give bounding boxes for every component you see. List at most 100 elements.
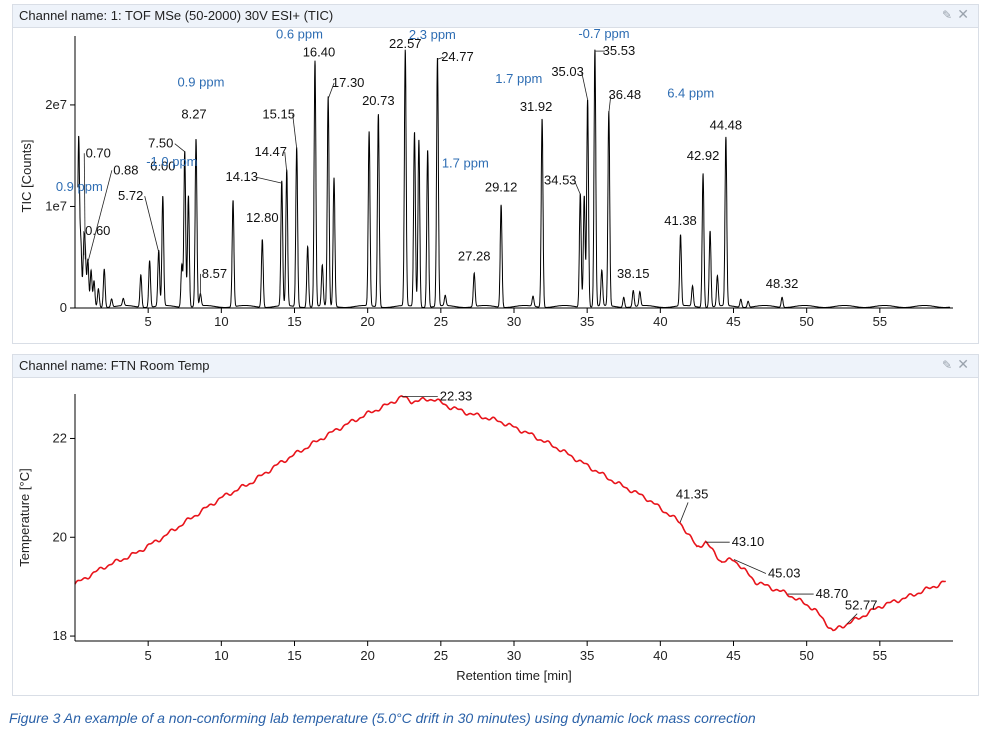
tic-peak-label: 42.92 bbox=[687, 148, 720, 163]
close-icon[interactable]: ✕ bbox=[957, 6, 969, 22]
tic-peak-label: 14.13 bbox=[225, 169, 258, 184]
temp-panel-title: Channel name: FTN Room Temp bbox=[19, 358, 210, 373]
tic-peak-label: 35.53 bbox=[603, 43, 636, 58]
temp-y-tick-label: 18 bbox=[53, 628, 67, 643]
tic-peak-label: 15.15 bbox=[262, 107, 295, 122]
tic-peak-label: 14.47 bbox=[254, 144, 287, 159]
tic-label-leader bbox=[608, 95, 612, 114]
temp-point-label: 48.70 bbox=[816, 586, 849, 601]
tic-x-tick-label: 20 bbox=[360, 314, 374, 329]
tic-y-tick-label: 1e7 bbox=[45, 198, 67, 213]
temp-panel: Channel name: FTN Room Temp ✎ ✕ bbox=[12, 354, 979, 696]
tic-label-leader bbox=[255, 176, 282, 184]
tic-label-leader bbox=[292, 114, 298, 149]
temp-x-tick-label: 35 bbox=[580, 648, 594, 663]
tic-ppm-annotation: 1.7 ppm bbox=[495, 71, 542, 86]
temp-point-label: 43.10 bbox=[732, 534, 765, 549]
temp-x-tick-label: 30 bbox=[507, 648, 521, 663]
temp-y-axis-label: Temperature [°C] bbox=[17, 468, 32, 566]
tic-ppm-annotation: 2.3 ppm bbox=[409, 27, 456, 42]
tic-ppm-annotation: -0.7 ppm bbox=[578, 26, 629, 41]
pin-icon[interactable]: ✎ bbox=[941, 8, 952, 22]
tic-x-tick-label: 15 bbox=[287, 314, 301, 329]
temp-y-tick-label: 22 bbox=[53, 430, 67, 445]
close-icon[interactable]: ✕ bbox=[957, 356, 969, 372]
tic-peak-label: 38.15 bbox=[617, 266, 650, 281]
temp-point-label: 22.33 bbox=[440, 388, 473, 403]
tic-label-leader bbox=[573, 180, 581, 195]
tic-peak-label: 35.03 bbox=[551, 64, 584, 79]
tic-x-tick-label: 45 bbox=[726, 314, 740, 329]
tic-peak-label: 48.32 bbox=[766, 276, 799, 291]
tic-label-leader bbox=[437, 56, 444, 60]
tic-peak-label: 0.88 bbox=[113, 162, 138, 177]
tic-x-tick-label: 30 bbox=[507, 314, 521, 329]
tic-peak-label: 34.53 bbox=[544, 172, 577, 187]
tic-peak-label: 17.30 bbox=[332, 75, 365, 90]
tic-x-tick-label: 35 bbox=[580, 314, 594, 329]
tic-peak-label: 12.80 bbox=[246, 210, 279, 225]
tic-peak-label: 5.72 bbox=[118, 188, 143, 203]
tic-peak-label: 8.27 bbox=[181, 106, 206, 121]
temp-x-tick-label: 5 bbox=[145, 648, 152, 663]
temp-x-tick-label: 45 bbox=[726, 648, 740, 663]
temp-panel-header: Channel name: FTN Room Temp ✎ ✕ bbox=[13, 355, 978, 378]
tic-label-leader bbox=[284, 151, 288, 172]
temperature-series-line bbox=[74, 395, 947, 632]
tic-x-tick-label: 5 bbox=[145, 314, 152, 329]
tic-chart: 5 10 15 20 25 30 35 40 45 50 55 0 1e7 2e7 TIC [Counts]… bbox=[19, 26, 953, 329]
tic-x-tick-label: 55 bbox=[873, 314, 887, 329]
tic-ppm-annotation: 6.4 ppm bbox=[667, 85, 714, 100]
tic-peak-label: 6.00 bbox=[150, 158, 175, 173]
tic-x-tick-label: 50 bbox=[799, 314, 813, 329]
tic-peak-label: 44.48 bbox=[710, 117, 743, 132]
temp-point-label: 52.77 bbox=[845, 598, 878, 613]
tic-peak-label: 7.50 bbox=[148, 136, 173, 151]
tic-label-leader bbox=[581, 71, 588, 100]
tic-y-tick-label: 2e7 bbox=[45, 97, 67, 112]
temperature-chart: 5 10 15 20 25 30 35 40 45 50 55 18 20 22 Temperature [… bbox=[17, 388, 953, 683]
temp-x-tick-label: 20 bbox=[360, 648, 374, 663]
tic-y-axis-label: TIC [Counts] bbox=[19, 140, 34, 213]
tic-label-leader bbox=[144, 196, 160, 253]
tic-peak-label: 27.28 bbox=[458, 248, 491, 263]
temp-x-axis-label: Retention time [min] bbox=[456, 668, 572, 683]
figure-caption: Figure 3 An example of a non-conforming … bbox=[9, 710, 756, 726]
temp-point-label: 45.03 bbox=[768, 565, 801, 580]
temp-x-tick-label: 50 bbox=[799, 648, 813, 663]
tic-x-tick-label: 10 bbox=[214, 314, 228, 329]
temp-x-tick-label: 40 bbox=[653, 648, 667, 663]
tic-ppm-annotation: 1.7 ppm bbox=[442, 155, 489, 170]
temp-x-tick-label: 25 bbox=[434, 648, 448, 663]
temp-label-leader bbox=[733, 559, 767, 574]
tic-ppm-annotation: 0.9 ppm bbox=[56, 179, 103, 194]
tic-panel-header: Channel name: 1: TOF MSe (50-2000) 30V E… bbox=[13, 5, 978, 28]
tic-peak-label: 22.57 bbox=[389, 36, 422, 51]
tic-label-leader bbox=[83, 153, 86, 260]
tic-peak-label: 36.48 bbox=[609, 87, 642, 102]
temp-label-leader bbox=[679, 502, 689, 523]
tic-y-tick-label: 0 bbox=[60, 300, 67, 315]
temp-x-tick-label: 15 bbox=[287, 648, 301, 663]
tic-peak-label: 0.60 bbox=[85, 223, 110, 238]
tic-peak-label: 41.38 bbox=[664, 213, 697, 228]
tic-panel-title: Channel name: 1: TOF MSe (50-2000) 30V E… bbox=[19, 8, 334, 23]
tic-x-tick-label: 40 bbox=[653, 314, 667, 329]
temp-point-label: 41.35 bbox=[676, 486, 709, 501]
temp-x-tick-label: 10 bbox=[214, 648, 228, 663]
tic-x-tick-label: 25 bbox=[434, 314, 448, 329]
tic-ppm-annotation: -1.0 ppm bbox=[146, 154, 197, 169]
tic-peak-label: 16.40 bbox=[303, 44, 336, 59]
temp-y-tick-label: 20 bbox=[53, 529, 67, 544]
pin-icon[interactable]: ✎ bbox=[941, 358, 952, 372]
tic-panel: Channel name: 1: TOF MSe (50-2000) 30V E… bbox=[12, 4, 979, 344]
tic-peak-label: 8.57 bbox=[202, 266, 227, 281]
tic-ppm-annotation: 0.9 ppm bbox=[177, 74, 224, 89]
tic-peak-label: 0.70 bbox=[86, 145, 111, 160]
tic-peak-label: 31.92 bbox=[520, 99, 553, 114]
tic-peak-label: 20.73 bbox=[362, 93, 395, 108]
tic-label-leader bbox=[174, 143, 185, 152]
tic-peak-label: 29.12 bbox=[485, 179, 518, 194]
tic-label-leader bbox=[87, 170, 113, 263]
tic-label-leader bbox=[327, 82, 335, 99]
